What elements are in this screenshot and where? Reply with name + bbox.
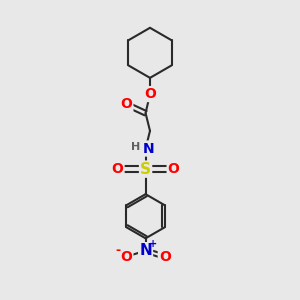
Text: H: H [131, 142, 140, 152]
Text: S: S [140, 162, 151, 177]
Text: O: O [112, 162, 124, 176]
Text: O: O [121, 98, 132, 111]
Text: O: O [121, 250, 132, 264]
Text: O: O [159, 250, 171, 264]
Text: O: O [168, 162, 179, 176]
Text: N: N [139, 243, 152, 258]
Text: +: + [149, 239, 157, 249]
Text: N: N [143, 142, 154, 155]
Text: O: O [144, 87, 156, 101]
Text: -: - [116, 244, 121, 257]
